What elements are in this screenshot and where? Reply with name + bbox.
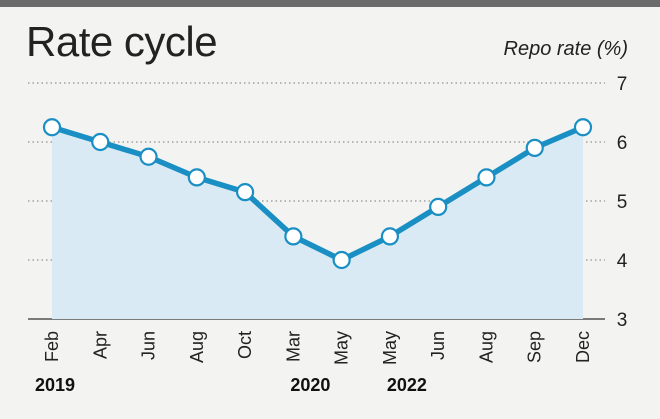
x-tick-label: Jun: [139, 331, 159, 360]
y-tick-label: 5: [617, 192, 628, 213]
data-point: [525, 138, 544, 157]
x-tick-label: May: [380, 331, 400, 365]
data-point: [91, 132, 110, 152]
data-point: [42, 118, 62, 137]
data-point: [187, 168, 206, 187]
y-tick-label: 7: [617, 74, 628, 95]
series-area: [52, 127, 583, 319]
data-point: [477, 168, 496, 187]
year-label: 2019: [35, 375, 75, 395]
x-tick-label: Aug: [187, 331, 207, 363]
x-tick-label: Oct: [235, 331, 255, 359]
x-tick-label: Sep: [525, 331, 545, 363]
data-point: [380, 227, 400, 246]
x-tick-label: Mar: [283, 331, 303, 362]
x-tick-label: Jun: [428, 331, 448, 360]
y-tick-label: 6: [617, 133, 628, 154]
data-point: [429, 197, 448, 216]
x-tick-label: Feb: [42, 331, 62, 362]
data-point: [235, 183, 255, 202]
y-tick-label: 4: [617, 251, 628, 272]
top-bar: [0, 0, 660, 7]
chart-title: Rate cycle: [26, 18, 218, 65]
y-tick-label: 3: [617, 310, 628, 331]
data-point: [332, 250, 351, 270]
y-axis-label: Repo rate (%): [503, 38, 629, 60]
x-tick-label: May: [332, 331, 352, 365]
data-point: [139, 147, 158, 166]
x-tick-label: Apr: [90, 331, 110, 359]
x-tick-label: Dec: [573, 331, 593, 363]
x-tick-label: Aug: [476, 331, 496, 363]
data-point: [284, 227, 303, 246]
year-label: 2022: [387, 375, 427, 395]
data-point: [573, 118, 593, 137]
year-label: 2020: [290, 375, 330, 395]
